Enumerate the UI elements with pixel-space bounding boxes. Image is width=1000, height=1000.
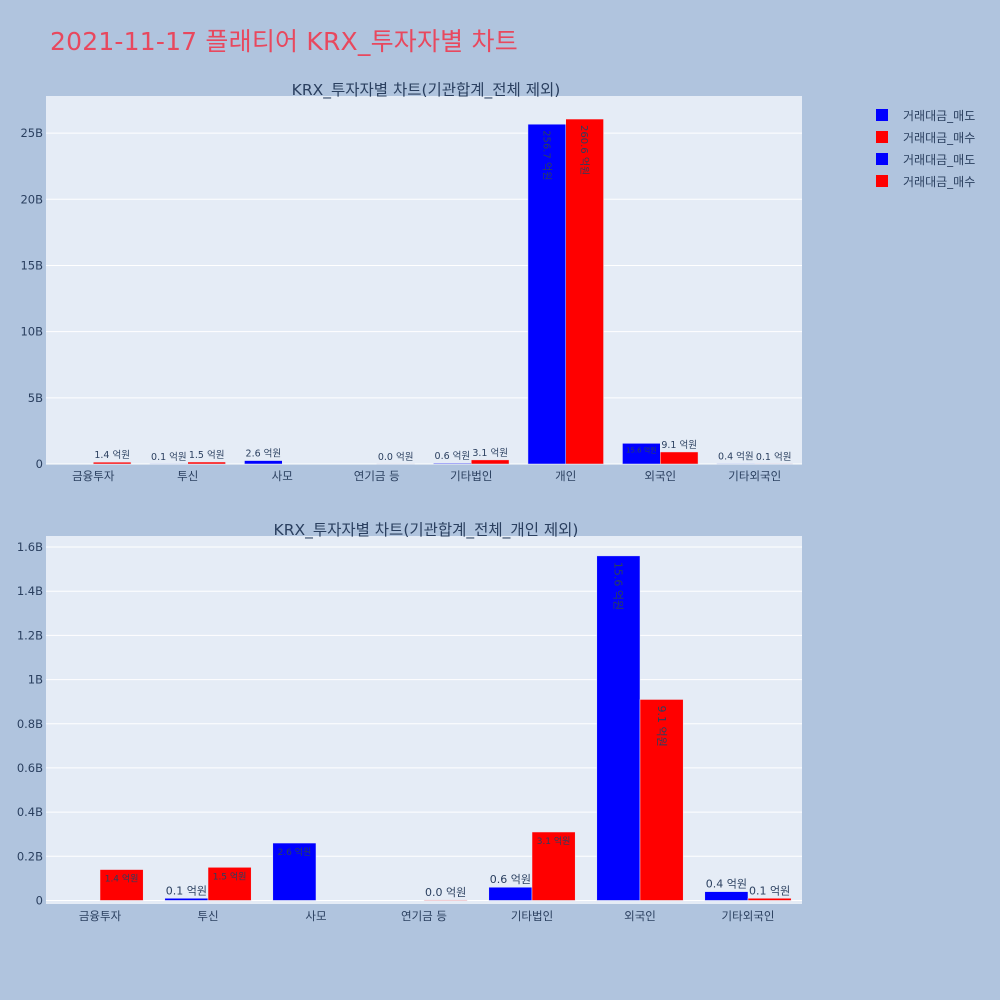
bar-label: 9.1 억원 [661,439,697,451]
x-tick-label: 금융투자 [79,909,122,923]
bar-label: 0.1 억원 [166,884,207,897]
bar [639,699,684,901]
x-tick-label: 기타외국인 [728,469,781,483]
chart-title: KRX_투자자별 차트(기관합계_전체_개인 제외) [274,521,579,540]
bar [244,460,283,465]
bar [565,118,604,465]
bar [531,831,576,901]
bar-label: 3.1 억원 [537,835,571,847]
y-tick-label: 20B [20,192,43,206]
bar [747,898,792,901]
bar [423,899,468,901]
bar [207,867,252,901]
y-tick-label: 1.6B [17,540,43,554]
y-tick-label: 0.4B [17,805,43,819]
x-tick-label: 외국인 [624,909,656,923]
bar [93,461,132,465]
bar-label: 3.1 억원 [472,447,508,459]
bar [433,462,472,465]
plot-background [46,96,802,464]
y-tick-label: 0.6B [17,761,43,775]
legend-swatch [876,109,888,121]
bar [660,451,699,465]
legend-label: 거래대금_매도 [903,153,975,167]
bar-label: 0.4 억원 [718,450,754,462]
bar [471,459,510,465]
legend-swatch [876,153,888,165]
y-tick-label: 0.2B [17,849,43,863]
bar-label: 0.0 억원 [425,886,466,899]
y-tick-label: 0 [36,457,43,471]
y-tick-label: 1B [28,673,43,687]
y-tick-label: 5B [28,391,43,405]
bar [716,463,756,465]
legend-swatch [876,131,888,143]
bar-label: 15.6 억원 [626,445,657,454]
y-tick-label: 10B [20,325,43,339]
x-tick-label: 사모 [272,469,293,483]
y-tick-label: 1.4B [17,584,43,598]
chart-1: 0 5B 10B 15B 20B 25B KRX_투자자별 차트(기관합계_전체 제외) 금융… [20,81,802,483]
y-tick-label: 0 [36,893,43,907]
bar-label: 256.7 억원 [540,130,552,180]
bar [596,555,641,901]
x-tick-label: 투신 [177,469,198,483]
x-tick-label: 연기금 등 [354,469,400,483]
legend-label: 거래대금_매도 [903,109,975,123]
bar [164,898,209,901]
x-tick-label: 연기금 등 [401,909,447,923]
chart-title: KRX_투자자별 차트(기관합계_전체 제외) [292,81,561,100]
bar [704,891,749,901]
bar-label: 1.4 억원 [105,873,139,885]
bar [488,886,533,901]
x-tick-label: 기타외국인 [722,909,775,923]
bar-label: 0.1 억원 [756,451,792,463]
y-tick-label: 0.8B [17,717,43,731]
bar-label: 0.4 억원 [706,878,747,891]
x-tick-label: 기타법인 [450,469,492,483]
x-tick-label: 투신 [197,909,218,923]
chart-2: 0 0.2B 0.4B 0.6B 0.8B 1B 1.2B 1.4B 1.6B KRX_투자자별 … [17,521,802,923]
bar [272,842,317,901]
x-tick-label: 개인 [555,469,576,483]
page-title: 2021-11-17 플래티어 KRX_투자자별 차트 [50,27,518,56]
bar-label: 0.1 억원 [151,451,187,463]
bar-label: 9.1 억원 [655,705,668,746]
bar-label: 1.5 억원 [213,870,247,882]
y-tick-label: 15B [20,258,43,272]
bar-label: 2.6 억원 [246,448,282,460]
bar [99,869,144,901]
bar-label: 1.5 억원 [189,449,225,461]
x-tick-label: 기타법인 [511,909,553,923]
y-tick-label: 25B [20,126,43,140]
legend-label: 거래대금_매수 [903,131,975,145]
bar-label: 0.6 억원 [435,450,471,462]
bar-label: 1.4 억원 [94,449,130,461]
bar-label: 0.0 억원 [378,451,414,463]
bar-label: 15.6 억원 [612,562,625,610]
bar-label: 2.6 억원 [278,846,312,858]
x-tick-label: 금융투자 [72,469,115,483]
bar-label: 260.6 억원 [578,125,590,175]
y-tick-label: 1.2B [17,628,43,642]
legend-swatch [876,175,888,187]
x-tick-label: 외국인 [644,469,676,483]
legend-label: 거래대금_매수 [903,175,975,189]
bar [187,461,226,465]
x-tick-label: 사모 [305,909,326,923]
bar-label: 0.1 억원 [749,884,790,897]
bar-label: 0.6 억원 [490,873,531,886]
